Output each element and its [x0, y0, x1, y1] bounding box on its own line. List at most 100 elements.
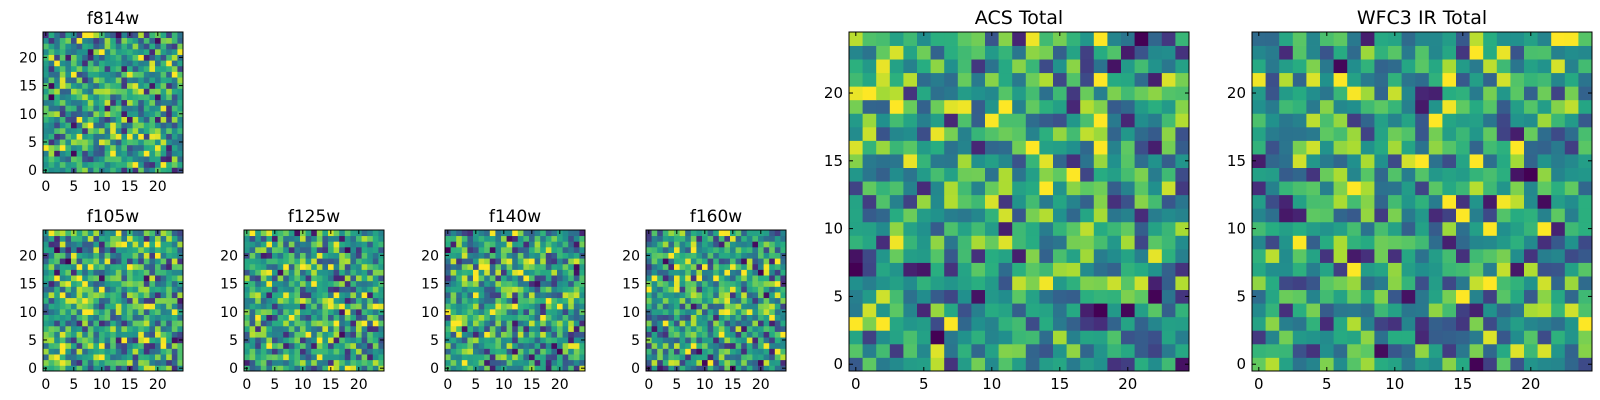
heatmap-cell: [917, 72, 931, 87]
heatmap-cell: [985, 357, 999, 372]
heatmap-cell: [540, 258, 547, 265]
heatmap-cell: [529, 354, 535, 361]
heatmap-cell: [1360, 276, 1375, 291]
heatmap-cell: [316, 308, 323, 315]
heatmap-cell: [1469, 262, 1484, 277]
heatmap-cell: [283, 235, 290, 242]
heatmap-cell: [155, 43, 161, 50]
heatmap-cell: [517, 314, 524, 321]
heatmap-cell: [506, 280, 513, 287]
heatmap-cell: [166, 314, 173, 321]
heatmap-cell: [87, 150, 94, 157]
heatmap-cell: [651, 331, 658, 338]
heatmap-cell: [143, 60, 150, 67]
heatmap-cell: [540, 359, 547, 366]
heatmap-cell: [1252, 140, 1266, 155]
heatmap-cell: [1551, 262, 1566, 277]
heatmap-cell: [1456, 221, 1470, 236]
heatmap-cell: [138, 303, 145, 310]
heatmap-cell: [944, 181, 959, 196]
heatmap-cell: [59, 65, 66, 72]
heatmap-cell: [889, 235, 904, 250]
heatmap-cell: [957, 154, 972, 168]
heatmap-cell: [372, 241, 379, 248]
heatmap-cell: [473, 292, 479, 299]
heatmap-cell: [1388, 99, 1402, 114]
heatmap-cell: [876, 99, 891, 114]
heatmap-cell: [702, 275, 708, 282]
heatmap-cell: [876, 126, 891, 141]
heatmap-cell: [272, 303, 278, 310]
heatmap-cell: [138, 32, 145, 39]
y-tick-label: 5: [28, 135, 37, 151]
heatmap-cell: [155, 139, 161, 146]
heatmap-cell: [43, 275, 49, 282]
heatmap-cell: [562, 308, 569, 315]
heatmap-cell: [1080, 45, 1095, 60]
heatmap-cell: [110, 105, 117, 112]
heatmap-cell: [568, 230, 575, 237]
heatmap-cell: [143, 133, 150, 140]
heatmap-cell: [283, 258, 290, 265]
heatmap-cell: [266, 342, 273, 349]
heatmap-cell: [862, 235, 877, 250]
heatmap-cell: [1148, 45, 1163, 60]
heatmap-cell: [957, 32, 972, 46]
heatmap-cell: [662, 365, 669, 372]
heatmap-cell: [71, 88, 77, 95]
heatmap-cell: [127, 94, 133, 101]
heatmap-cell: [495, 269, 502, 276]
heatmap-cell: [127, 82, 133, 89]
heatmap-cell: [177, 94, 184, 101]
heatmap-cell: [277, 230, 284, 237]
heatmap-cell: [1428, 140, 1443, 155]
heatmap-cell: [484, 308, 491, 315]
heatmap-cell: [138, 43, 145, 50]
heatmap-cell: [568, 280, 575, 287]
heatmap-cell: [517, 365, 524, 372]
heatmap-cell: [769, 286, 776, 293]
heatmap-cell: [65, 275, 72, 282]
heatmap-cell: [110, 241, 117, 248]
heatmap-cell: [557, 252, 563, 259]
heatmap-cell: [763, 241, 770, 248]
heatmap-cell: [679, 252, 686, 259]
heatmap-cell: [71, 43, 77, 50]
heatmap-cell: [849, 262, 863, 277]
heatmap-cell: [143, 258, 150, 265]
heatmap-cell: [372, 337, 379, 344]
heatmap-cell: [54, 133, 61, 140]
heatmap-cell: [1510, 235, 1525, 250]
heatmap-cell: [1012, 194, 1027, 209]
heatmap-cell: [651, 269, 658, 276]
heatmap-cell: [1161, 221, 1176, 236]
heatmap-cell: [651, 325, 658, 332]
heatmap-cell: [724, 348, 731, 355]
f125w-axes-frame: [243, 229, 385, 372]
heatmap-cell: [76, 331, 83, 338]
heatmap-cell: [769, 314, 776, 321]
heatmap-cell: [76, 252, 83, 259]
heatmap-cell: [1292, 221, 1307, 236]
heatmap-cell: [1496, 140, 1511, 155]
heatmap-cell: [903, 99, 918, 114]
heatmap-cell: [1121, 235, 1135, 250]
heatmap-cell: [1524, 194, 1538, 209]
heatmap-cell: [272, 252, 278, 259]
heatmap-cell: [99, 320, 105, 327]
heatmap-cell: [266, 292, 273, 299]
heatmap-cell: [104, 252, 111, 259]
heatmap-cell: [43, 258, 49, 265]
heatmap-cell: [741, 275, 748, 282]
heatmap-cell: [484, 269, 491, 276]
heatmap-cell: [1320, 248, 1334, 263]
heatmap-cell: [1374, 32, 1389, 46]
heatmap-cell: [484, 235, 491, 242]
heatmap-cell: [143, 230, 150, 237]
heatmap-cell: [1551, 221, 1566, 236]
heatmap-cell: [99, 65, 105, 72]
heatmap-cell: [160, 110, 167, 117]
heatmap-cell: [1524, 113, 1538, 128]
heatmap-cell: [1279, 167, 1294, 182]
heatmap-cell: [1121, 99, 1135, 114]
